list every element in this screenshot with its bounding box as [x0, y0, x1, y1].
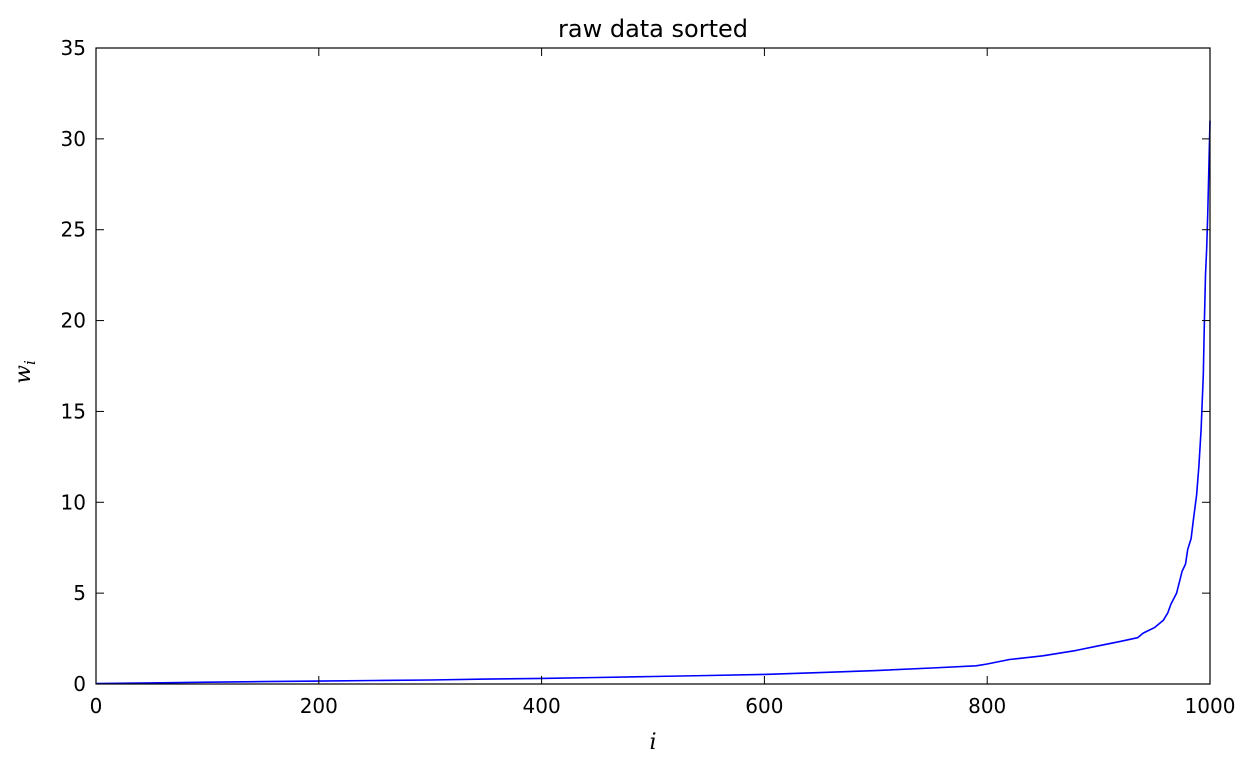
y-axis-label-subscript: i — [21, 360, 39, 365]
x-tick-label: 400 — [523, 694, 561, 718]
x-axis-label: i — [649, 730, 656, 755]
plot-area — [95, 47, 1211, 685]
x-axis-ticks: 0 200 400 600 800 1000 — [90, 48, 1236, 718]
y-tick-label: 10 — [61, 490, 86, 514]
data-series-line — [95, 120, 1211, 685]
y-tick-label: 0 — [73, 672, 86, 696]
y-tick-label: 35 — [61, 36, 86, 60]
x-tick-label: 1000 — [1185, 694, 1236, 718]
svg-text:wi: wi — [11, 360, 39, 384]
plot-frame — [95, 47, 1211, 685]
x-tick-label: 0 — [90, 694, 103, 718]
y-tick-label: 30 — [61, 127, 86, 151]
y-tick-label: 5 — [73, 581, 86, 605]
x-tick-label: 800 — [968, 694, 1006, 718]
plot-background — [96, 48, 1210, 684]
y-tick-label: 20 — [61, 309, 86, 333]
y-axis-label: wi — [11, 360, 39, 384]
y-axis-label-main: w — [11, 365, 36, 384]
y-tick-label: 15 — [61, 399, 86, 423]
chart-title: raw data sorted — [558, 15, 748, 43]
x-tick-label: 600 — [745, 694, 783, 718]
x-tick-label: 200 — [300, 694, 338, 718]
y-tick-label: 25 — [61, 218, 86, 242]
y-axis-ticks: 0 5 10 15 20 25 30 35 — [61, 36, 1210, 696]
